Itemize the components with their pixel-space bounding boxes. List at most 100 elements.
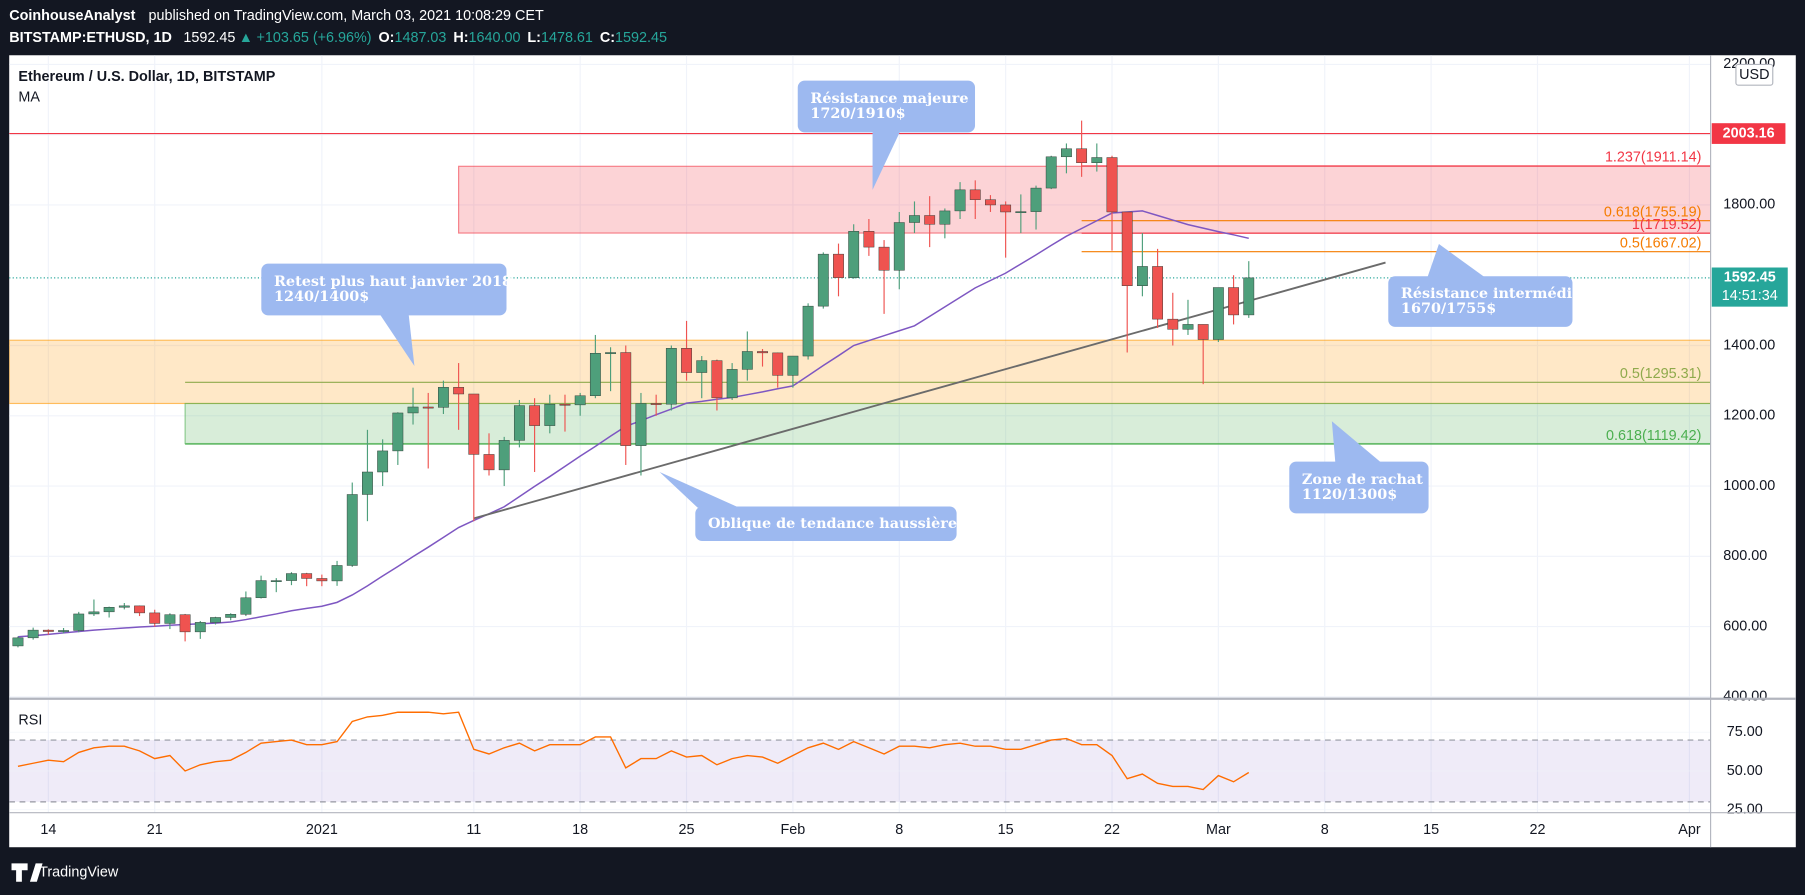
x-tick-label: 22 <box>1104 822 1120 838</box>
candle-body <box>589 352 601 396</box>
callout-tail <box>872 131 901 190</box>
candle-body <box>833 253 844 278</box>
candle-body <box>1136 266 1148 286</box>
candle-body <box>483 454 495 471</box>
candle-body <box>149 612 161 624</box>
price-label-box <box>1711 267 1788 307</box>
x-tick-label: 11 <box>466 822 481 838</box>
candle-body <box>58 630 69 632</box>
x-tick-label: 8 <box>1321 822 1329 838</box>
ohlc-key: O: <box>378 30 394 46</box>
candle-body <box>255 580 267 599</box>
rsi-pane <box>9 699 1711 813</box>
callout-box <box>797 80 976 133</box>
candle-body <box>103 607 115 613</box>
candle-body <box>1212 287 1224 340</box>
price-label: 1592.45 <box>1724 270 1776 286</box>
zone <box>184 402 1711 445</box>
fib-label: 0.618(1119.42) <box>1606 428 1701 444</box>
candle-body <box>529 405 541 426</box>
candle-body <box>1228 287 1239 316</box>
candle-body <box>1182 324 1194 330</box>
candle-body <box>620 352 632 446</box>
callout-box <box>1289 461 1429 514</box>
ohlc-value: 1487.03 <box>394 30 446 46</box>
candle-body <box>377 450 389 473</box>
candle-body <box>301 573 313 579</box>
price-label-box <box>1711 123 1786 144</box>
x-tick-label: 14 <box>40 822 56 838</box>
candle-body <box>681 348 692 373</box>
main-pane <box>9 55 1711 698</box>
callout-tail <box>659 471 740 508</box>
candle-body <box>696 360 708 373</box>
candle-body <box>12 637 24 647</box>
candle-body <box>817 253 829 307</box>
candle-body <box>422 406 434 409</box>
x-tick-label: 18 <box>572 822 588 838</box>
candle-body <box>726 369 738 399</box>
callout-text: Zone de rachat <box>1302 471 1423 488</box>
rsi-tick-label: 25.00 <box>1727 801 1763 817</box>
candle-body <box>240 597 252 615</box>
candle-body <box>969 189 981 200</box>
author: CoinhouseAnalyst <box>9 8 135 24</box>
x-tick-label: Mar <box>1206 822 1231 838</box>
countdown: 14:51:34 <box>1722 288 1778 304</box>
fib-label: 0.5(1295.31) <box>1620 366 1702 382</box>
callout-tail <box>379 314 415 367</box>
candle-body <box>392 412 404 452</box>
candle-body <box>513 405 525 441</box>
ohlc-key: H: <box>453 30 468 46</box>
x-tick-label: 15 <box>1423 822 1439 838</box>
x-tick-label: 2021 <box>306 822 338 838</box>
currency-box <box>1735 63 1774 86</box>
symbol: BITSTAMP:ETHUSD, 1D <box>9 30 172 46</box>
candle-body <box>848 231 860 278</box>
candle-body <box>453 387 465 395</box>
brand: TradingView <box>39 864 119 880</box>
chart-title: Ethereum / U.S. Dollar, 1D, BITSTAMP <box>18 69 275 85</box>
candle-body <box>134 605 145 614</box>
candle-body <box>1076 148 1088 164</box>
candle-body <box>270 580 282 582</box>
candle-body <box>1167 318 1179 330</box>
rsi-line <box>17 711 1250 791</box>
candle-body <box>362 471 373 495</box>
candle-body <box>438 387 449 408</box>
candle-body <box>1197 324 1209 340</box>
candle-body <box>772 352 784 376</box>
callout-text: 1670/1755$ <box>1401 300 1496 317</box>
candle-body <box>346 494 358 566</box>
candle-body <box>1045 156 1057 189</box>
price-label: 2003.16 <box>1723 125 1775 141</box>
candle-body <box>88 611 100 615</box>
published: published on TradingView.com, March 03, … <box>148 8 544 24</box>
candle-body <box>73 613 85 631</box>
y-tick-label: 800.00 <box>1723 548 1767 564</box>
candle-body <box>118 605 130 608</box>
callout-text: Oblique de tendance haussière <box>708 515 957 532</box>
last: 1592.45 <box>183 30 235 46</box>
currency: USD <box>1739 67 1769 83</box>
fib-label: 0.618(1755.19) <box>1604 204 1702 220</box>
candle-body <box>605 352 616 354</box>
x-tick-label: Apr <box>1678 822 1701 838</box>
arrow: ▲ <box>239 30 253 46</box>
callout-box <box>1388 276 1573 327</box>
candle-body <box>985 199 996 206</box>
candle-body <box>650 403 662 405</box>
fib-label: 1(1719.52) <box>1632 217 1702 233</box>
candle-body <box>635 403 647 446</box>
candle-body <box>286 573 297 581</box>
candle-body <box>331 565 343 582</box>
y-tick-label: 400.00 <box>1723 689 1767 705</box>
candle-body <box>407 406 419 414</box>
ohlc-key: C: <box>600 30 615 46</box>
ohlc-value: 1592.45 <box>615 30 667 46</box>
y-tick-label: 1800.00 <box>1723 197 1775 213</box>
candle-body <box>939 210 951 225</box>
ohlc-key: L: <box>527 30 541 46</box>
candle-body <box>498 440 510 471</box>
